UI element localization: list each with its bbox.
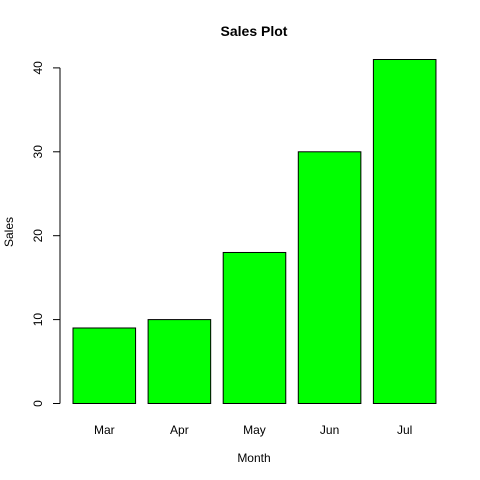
y-tick-label: 20 (31, 229, 45, 243)
chart-title: Sales Plot (221, 23, 288, 39)
x-axis-label: Month (237, 451, 270, 465)
y-tick-label: 40 (31, 61, 45, 75)
x-tick-label: May (243, 423, 266, 437)
x-tick-label: Mar (94, 423, 115, 437)
bar-jun (297, 151, 362, 404)
bar-may (222, 251, 287, 404)
bar-jul (372, 59, 437, 404)
y-axis-label: Sales (2, 217, 16, 247)
y-axis: 0 10 20 30 40 (31, 61, 61, 407)
bars (72, 59, 437, 404)
x-tick-label: Jun (320, 423, 339, 437)
x-tick-label: Apr (170, 423, 189, 437)
bar-apr (147, 319, 212, 404)
y-tick-label: 30 (31, 145, 45, 159)
x-tick-label: Jul (397, 423, 412, 437)
y-tick-label: 10 (31, 313, 45, 327)
y-tick-label: 0 (31, 400, 45, 407)
x-axis-tick-labels: Mar Apr May Jun Jul (94, 423, 412, 437)
bar-mar (72, 327, 137, 404)
